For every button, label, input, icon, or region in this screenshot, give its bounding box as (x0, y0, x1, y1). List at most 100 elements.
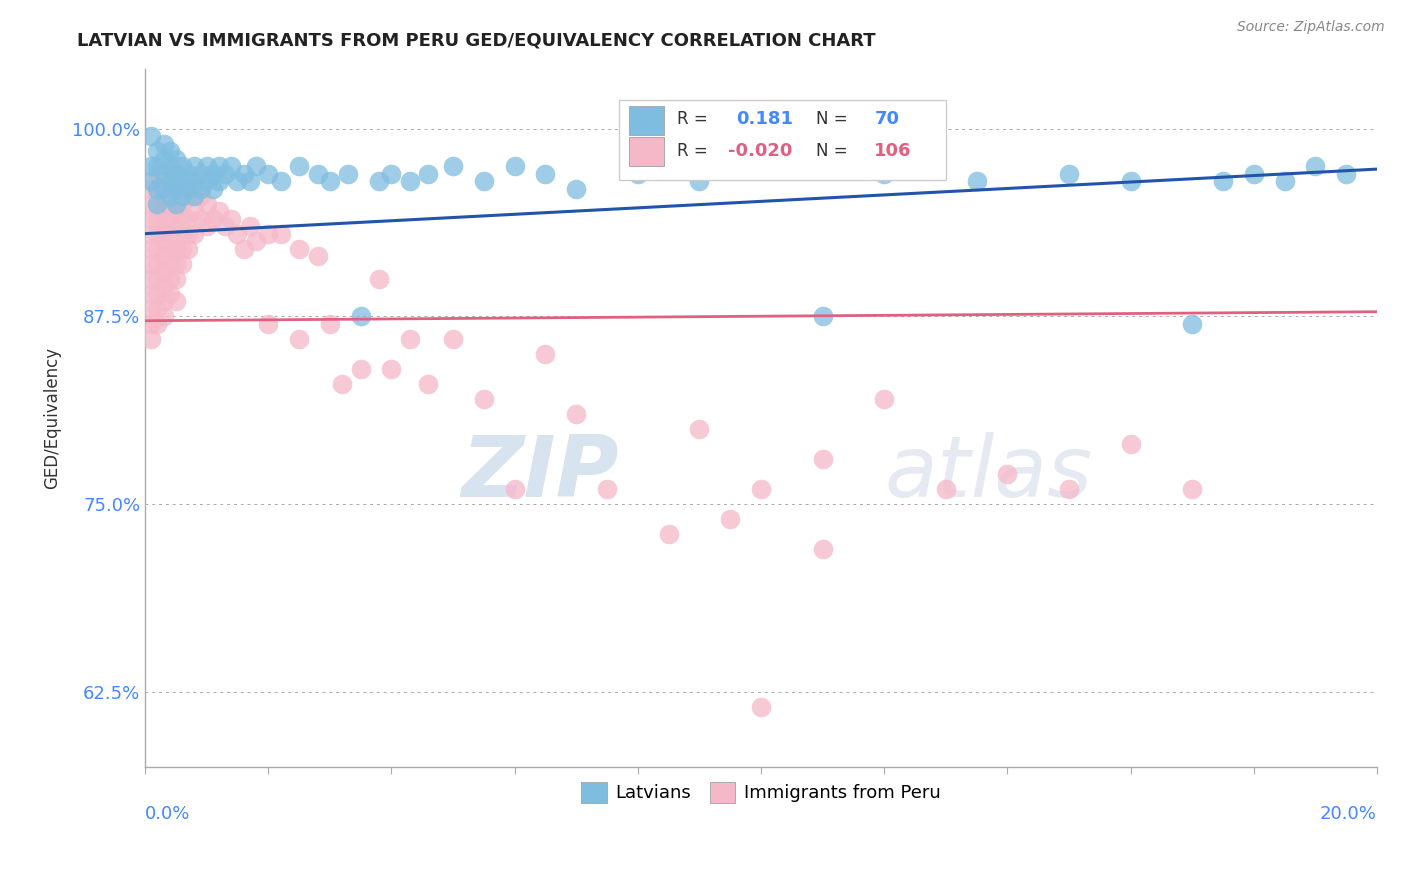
Point (399, 332, 422, 346)
Point (232, 167, 254, 181)
Point (177, 174, 200, 188)
Point (749, 699, 772, 714)
Point (159, 181, 181, 195)
Point (873, 167, 896, 181)
Point (152, 279, 174, 293)
Point (165, 204, 187, 219)
Point (152, 174, 174, 188)
Point (245, 234, 267, 248)
Text: N =: N = (817, 142, 848, 160)
Point (208, 174, 231, 188)
Point (170, 159, 193, 173)
Point (165, 219, 187, 234)
Point (170, 227, 193, 241)
Point (749, 482, 772, 496)
FancyBboxPatch shape (630, 105, 664, 135)
Point (1334, 167, 1357, 181)
Point (152, 219, 174, 234)
Legend: Latvians, Immigrants from Peru: Latvians, Immigrants from Peru (574, 774, 948, 810)
Point (183, 159, 205, 173)
Point (399, 174, 422, 188)
Point (141, 181, 163, 195)
Point (307, 167, 329, 181)
Text: R =: R = (678, 111, 709, 128)
Text: ZIP: ZIP (461, 432, 620, 515)
Text: LATVIAN VS IMMIGRANTS FROM PERU GED/EQUIVALENCY CORRELATION CHART: LATVIAN VS IMMIGRANTS FROM PERU GED/EQUI… (77, 31, 876, 49)
Point (811, 451, 834, 466)
Point (811, 541, 834, 556)
Point (159, 257, 181, 271)
Point (152, 310, 174, 324)
Point (214, 167, 236, 181)
Point (152, 204, 174, 219)
Point (177, 189, 200, 203)
Point (441, 159, 464, 173)
Point (146, 257, 169, 271)
Point (221, 159, 243, 173)
Point (221, 211, 243, 226)
Point (177, 181, 200, 195)
Point (201, 167, 224, 181)
Point (146, 227, 169, 241)
Point (170, 174, 193, 188)
Point (159, 242, 181, 256)
Point (534, 347, 557, 361)
Text: Source: ZipAtlas.com: Source: ZipAtlas.com (1237, 20, 1385, 34)
Point (270, 174, 292, 188)
Text: R =: R = (678, 142, 709, 160)
Point (208, 159, 231, 173)
Point (159, 286, 181, 301)
Point (195, 174, 218, 188)
Point (183, 204, 205, 219)
Point (232, 242, 254, 256)
Text: 20.0%: 20.0% (1320, 805, 1376, 823)
Point (165, 294, 187, 309)
Point (350, 310, 373, 324)
Point (565, 181, 588, 195)
Point (165, 196, 187, 211)
Text: 0.181: 0.181 (737, 111, 793, 128)
Point (165, 167, 187, 181)
Point (1119, 437, 1142, 451)
Point (141, 286, 163, 301)
Point (201, 181, 224, 195)
Point (257, 167, 280, 181)
Point (159, 196, 181, 211)
Point (190, 181, 212, 195)
Point (935, 482, 957, 496)
Point (165, 242, 187, 256)
Point (195, 159, 218, 173)
Point (330, 376, 353, 391)
Point (165, 167, 187, 181)
Point (152, 189, 174, 203)
Point (534, 167, 557, 181)
Point (146, 181, 169, 195)
Point (195, 219, 218, 234)
Point (966, 174, 988, 188)
Point (270, 227, 292, 241)
Point (141, 129, 163, 144)
Point (146, 242, 169, 256)
Point (418, 376, 440, 391)
Point (1057, 167, 1080, 181)
Point (152, 181, 174, 195)
FancyBboxPatch shape (630, 137, 664, 166)
Point (141, 332, 163, 346)
Point (152, 234, 174, 248)
Point (165, 152, 187, 166)
Point (873, 392, 896, 406)
Point (1181, 482, 1204, 496)
Point (1243, 167, 1265, 181)
Point (141, 257, 163, 271)
Point (337, 167, 360, 181)
Point (170, 242, 193, 256)
Point (159, 211, 181, 226)
Point (350, 361, 373, 376)
Point (146, 196, 169, 211)
Text: 0.0%: 0.0% (145, 805, 190, 823)
Point (152, 136, 174, 151)
Point (190, 167, 212, 181)
Point (658, 527, 681, 541)
Point (565, 407, 588, 421)
Point (159, 174, 181, 188)
